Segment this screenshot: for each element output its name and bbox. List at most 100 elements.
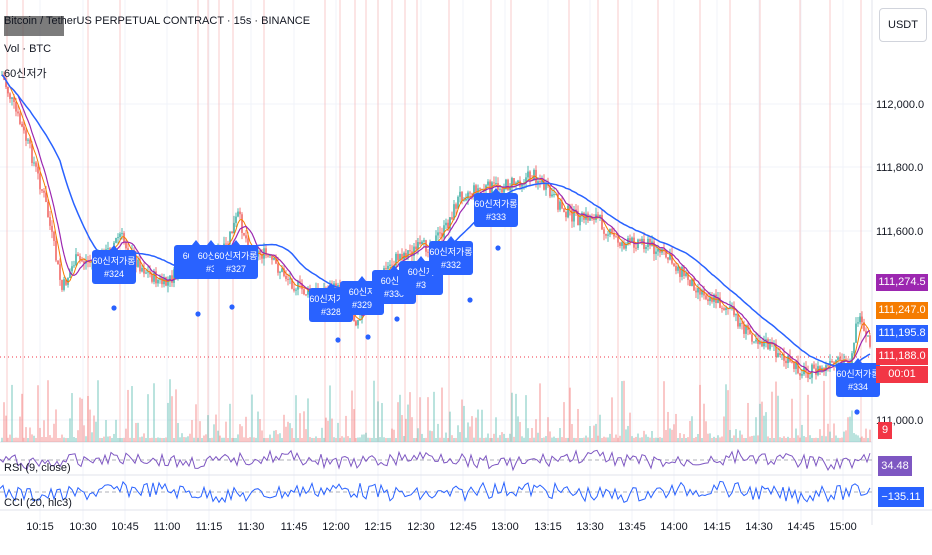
volume-bar bbox=[683, 434, 685, 442]
volume-bar bbox=[747, 402, 749, 442]
candle-body bbox=[231, 231, 233, 234]
candle-body bbox=[857, 322, 859, 324]
signal-marker[interactable]: 60신저가롱 #324 bbox=[92, 245, 136, 284]
candle-body bbox=[653, 241, 655, 254]
signal-marker-pointer bbox=[327, 283, 335, 288]
candle-body bbox=[677, 266, 679, 271]
volume-bar bbox=[655, 437, 657, 442]
volume-bar bbox=[257, 411, 259, 442]
volume-bar bbox=[603, 436, 605, 442]
volume-bar bbox=[593, 425, 595, 442]
volume-bar bbox=[95, 421, 97, 442]
volume-bar bbox=[97, 380, 99, 442]
candle-body bbox=[529, 171, 531, 181]
candle-body bbox=[125, 242, 127, 249]
volume-bar bbox=[619, 435, 621, 442]
volume-bar bbox=[673, 424, 675, 442]
price-axis-label: 112,000.0 bbox=[876, 99, 924, 111]
volume-bar bbox=[133, 437, 135, 442]
volume-bar bbox=[219, 435, 221, 442]
volume-bar bbox=[785, 437, 787, 442]
volume-bar bbox=[225, 421, 227, 442]
candle-body bbox=[827, 365, 829, 367]
candle-body bbox=[307, 288, 309, 295]
volume-bar bbox=[695, 436, 697, 442]
volume-bar bbox=[575, 437, 577, 442]
volume-bar bbox=[303, 411, 305, 442]
candle-body bbox=[725, 308, 727, 310]
volume-bar bbox=[739, 430, 741, 442]
signal-marker[interactable]: 60신저가롱 #332 bbox=[429, 236, 473, 275]
volume-bar bbox=[657, 437, 659, 442]
candle-body bbox=[469, 192, 471, 194]
volume-bar bbox=[313, 438, 315, 442]
candle-body bbox=[45, 192, 47, 203]
volume-bar bbox=[819, 429, 821, 442]
candle-body bbox=[277, 263, 279, 273]
candle-body bbox=[525, 177, 527, 183]
volume-bar bbox=[349, 437, 351, 442]
candle-body bbox=[227, 243, 229, 245]
candle-body bbox=[57, 260, 59, 265]
candle-body bbox=[691, 278, 693, 286]
candle-body bbox=[499, 188, 501, 190]
volume-bar bbox=[843, 431, 845, 442]
volume-bar bbox=[435, 438, 437, 442]
candle-body bbox=[663, 248, 665, 250]
volume-bar bbox=[563, 402, 565, 442]
symbol-badge bbox=[4, 16, 64, 36]
volume-bar bbox=[573, 437, 575, 442]
candle-body bbox=[141, 267, 143, 272]
volume-bar bbox=[559, 428, 561, 442]
chart-title[interactable]: Bitcoin / TetherUS PERPETUAL CONTRACT · … bbox=[4, 15, 311, 27]
currency-button[interactable]: USDT bbox=[879, 8, 927, 42]
volume-bar bbox=[635, 436, 637, 442]
candle-body bbox=[29, 139, 31, 144]
volume-bar bbox=[355, 438, 357, 442]
volume-bar bbox=[497, 437, 499, 442]
volume-bar bbox=[667, 411, 669, 442]
candle-body bbox=[61, 279, 63, 290]
candle-body bbox=[239, 211, 241, 215]
signal-marker[interactable]: 60신저가롱 #334 bbox=[836, 358, 880, 397]
volume-bar bbox=[13, 437, 15, 442]
candle-body bbox=[395, 253, 397, 266]
candle-body bbox=[685, 273, 687, 276]
price-axis-label: 111,800.0 bbox=[876, 162, 923, 174]
candle-body bbox=[19, 113, 21, 124]
candle-body bbox=[831, 361, 833, 363]
volume-bar bbox=[665, 429, 667, 442]
volume-bar bbox=[63, 437, 65, 442]
volume-bar bbox=[351, 390, 353, 442]
volume-bar bbox=[503, 433, 505, 442]
volume-bar bbox=[311, 437, 313, 442]
candle-body bbox=[71, 266, 73, 272]
volume-bar bbox=[543, 437, 545, 442]
volume-bar bbox=[529, 438, 531, 442]
candle-body bbox=[753, 341, 755, 343]
volume-bar bbox=[685, 438, 687, 442]
candle-body bbox=[501, 188, 503, 193]
volume-bar bbox=[69, 418, 71, 442]
volume-bar bbox=[451, 435, 453, 442]
candle-body bbox=[505, 179, 507, 189]
candle-body bbox=[559, 201, 561, 210]
candle-body bbox=[473, 185, 475, 195]
volume-bar bbox=[825, 436, 827, 442]
signal-marker[interactable]: 60신저가롱 #333 bbox=[474, 188, 518, 227]
indicator-legend[interactable]: 60신저가 bbox=[4, 68, 47, 80]
time-axis-label: 10:45 bbox=[111, 521, 139, 533]
time-axis-label: 14:45 bbox=[787, 521, 815, 533]
candle-body bbox=[809, 377, 811, 379]
price-tag-ma-slow: 111,195.8 bbox=[876, 325, 928, 342]
volume-bar bbox=[647, 436, 649, 442]
volume-legend[interactable]: Vol · BTC bbox=[4, 43, 52, 55]
candle-body bbox=[665, 249, 667, 258]
signal-marker-pointer bbox=[110, 245, 118, 250]
signal-marker[interactable]: 60신저가롱 #327 bbox=[214, 240, 258, 279]
candle-body bbox=[527, 171, 529, 178]
candle-body bbox=[83, 261, 85, 264]
volume-bar bbox=[547, 417, 549, 442]
